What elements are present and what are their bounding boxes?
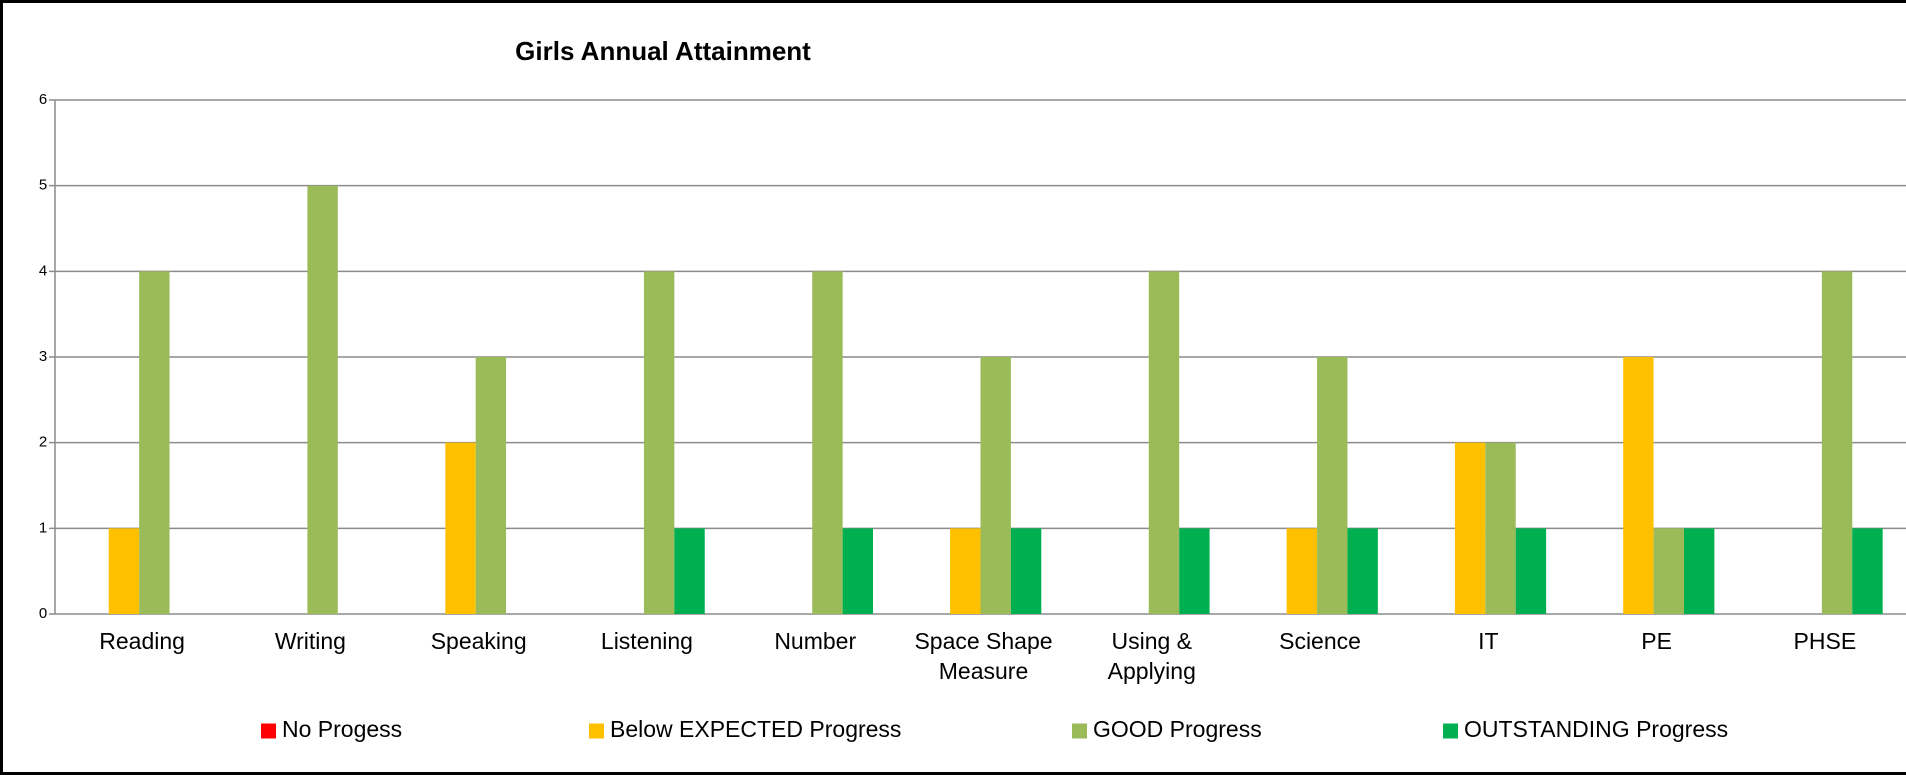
x-tick-label: Using & Applying (1107, 628, 1196, 684)
y-tick-label: 6 (39, 91, 47, 108)
bar (445, 442, 476, 614)
x-tick-label: Science (1279, 628, 1361, 654)
y-tick-label: 2 (39, 434, 47, 451)
bar (1286, 528, 1318, 614)
bar (1683, 528, 1715, 614)
legend-swatch (261, 723, 276, 739)
bar (1454, 442, 1486, 614)
x-tick-label: PHSE (1793, 628, 1857, 654)
x-tick-label: IT (1478, 628, 1499, 654)
bar (307, 185, 338, 614)
x-tick-label: Number (774, 628, 857, 654)
y-tick-label: 3 (39, 348, 47, 365)
bar (1317, 357, 1348, 614)
legend-label: No Progess (282, 716, 402, 742)
legend-swatch (1072, 723, 1087, 739)
y-tick-label: 1 (39, 519, 47, 536)
y-tick-label: 5 (39, 177, 47, 194)
bar (643, 271, 675, 614)
bar (950, 528, 981, 614)
bar (1179, 528, 1210, 614)
bar (1623, 357, 1654, 614)
x-tick-label: PE (1641, 628, 1672, 654)
bar (1821, 271, 1853, 614)
bar (842, 528, 874, 614)
legend-label: OUTSTANDING Progress (1464, 716, 1728, 742)
x-tick-label: Writing (274, 628, 346, 654)
bar (1148, 271, 1180, 614)
bar (1515, 528, 1547, 614)
bar (1010, 528, 1042, 614)
bar (980, 357, 1011, 614)
y-tick-label: 0 (39, 605, 47, 622)
bar (1653, 528, 1684, 614)
bar (139, 271, 170, 614)
legend-label: Below EXPECTED Progress (610, 716, 901, 742)
bar (1347, 528, 1378, 614)
bar (108, 528, 140, 614)
bar (674, 528, 705, 614)
bar (475, 357, 507, 614)
legend-swatch (589, 723, 604, 739)
x-tick-label: Speaking (430, 628, 527, 654)
x-tick-label: Reading (99, 628, 185, 654)
chart: Girls Annual Attainment 0 1 2 3 4 5 6 No Proges… (39, 36, 1906, 742)
bar (1852, 528, 1883, 614)
legend-swatch (1443, 723, 1458, 739)
bar (812, 271, 843, 614)
chart-title: Girls Annual Attainment (515, 36, 811, 66)
y-tick-label: 4 (39, 262, 47, 279)
x-tick-label: Listening (600, 628, 693, 654)
x-tick-label: Space Shape Measure (914, 628, 1053, 684)
bar (1485, 442, 1516, 614)
legend-label: GOOD Progress (1093, 716, 1262, 742)
